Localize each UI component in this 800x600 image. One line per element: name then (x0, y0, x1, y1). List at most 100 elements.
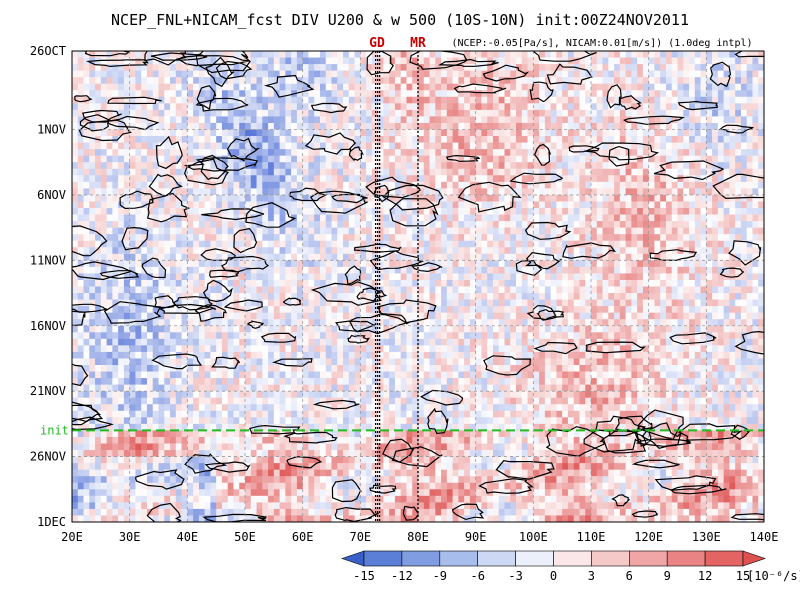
heat-cell (141, 175, 148, 183)
heat-cell (256, 273, 263, 281)
heat-cell (296, 96, 304, 104)
heat-cell (77, 279, 84, 287)
heat-cell (573, 181, 580, 189)
heat-cell (441, 168, 448, 176)
heat-cell (337, 227, 344, 235)
heat-cell (233, 221, 240, 229)
heat-cell (198, 136, 206, 143)
heat-cell (302, 181, 309, 189)
heat-cell (683, 260, 690, 268)
heat-cell (198, 175, 206, 183)
heat-cell (112, 260, 119, 268)
heat-cell (406, 149, 413, 157)
heat-cell (677, 142, 684, 150)
heat-cell (337, 293, 344, 300)
heat-cell (550, 273, 557, 281)
heat-cell (481, 64, 488, 72)
heat-cell (348, 273, 355, 281)
heat-cell (77, 103, 84, 111)
heat-cell (325, 70, 332, 78)
heat-cell (539, 253, 546, 261)
heat-cell (389, 306, 396, 314)
heat-cell (181, 109, 188, 117)
heat-cell (660, 299, 667, 307)
heat-cell (239, 162, 246, 170)
heat-cell (498, 116, 505, 124)
heat-cell (458, 142, 465, 150)
heat-cell (556, 286, 563, 294)
heat-cell (591, 122, 598, 130)
heat-cell (233, 188, 240, 196)
heat-cell (556, 83, 563, 91)
heat-cell (591, 142, 598, 150)
heat-cell (429, 319, 436, 327)
heat-cell (521, 70, 528, 78)
heat-cell (400, 293, 407, 300)
heat-cell (516, 70, 523, 78)
heat-cell (579, 175, 586, 183)
heat-cell (77, 319, 84, 327)
heat-cell (550, 299, 557, 307)
heat-cell (648, 208, 655, 215)
heat-cell (654, 279, 661, 287)
heat-cell (308, 266, 315, 274)
heat-cell (141, 221, 148, 229)
heat-cell (648, 162, 655, 170)
heat-cell (596, 227, 603, 235)
heat-cell (187, 214, 194, 222)
heat-cell (394, 155, 402, 163)
heat-cell (706, 299, 713, 307)
heat-cell (637, 90, 644, 98)
heat-cell (689, 234, 696, 242)
heat-cell (89, 90, 96, 98)
heat-cell (706, 155, 713, 163)
heat-cell (152, 214, 159, 222)
heat-cell (181, 77, 188, 85)
heat-cell (562, 155, 569, 163)
heat-cell (729, 188, 736, 196)
heat-cell (406, 201, 413, 209)
heat-cell (106, 57, 113, 65)
heat-cell (510, 90, 517, 98)
heat-cell (585, 312, 592, 320)
heat-cell (608, 51, 615, 58)
heat-cell (712, 116, 719, 124)
heat-cell (152, 57, 159, 65)
heat-cell (164, 188, 171, 196)
heat-cell (100, 136, 107, 143)
heat-cell (106, 293, 113, 300)
heat-cell (533, 122, 540, 130)
heat-cell (475, 103, 482, 111)
heat-cell (204, 260, 211, 268)
heat-cell (723, 227, 730, 235)
heat-cell (735, 122, 742, 130)
heat-cell (539, 293, 546, 300)
heat-cell (665, 149, 673, 157)
heat-cell (325, 227, 332, 235)
heat-cell (637, 247, 644, 255)
heat-cell (354, 64, 361, 72)
heat-cell (746, 136, 753, 143)
heat-cell (712, 201, 719, 209)
heat-cell (250, 162, 257, 170)
heat-cell (77, 266, 84, 274)
heat-cell (608, 175, 615, 183)
heat-cell (152, 122, 159, 130)
heat-cell (723, 96, 730, 104)
heat-cell (423, 312, 430, 320)
heat-cell (544, 234, 552, 242)
heat-cell (712, 149, 719, 157)
heat-cell (729, 142, 736, 150)
heat-cell (418, 122, 425, 130)
heat-cell (723, 234, 730, 242)
heat-cell (452, 221, 459, 229)
heat-cell (694, 247, 701, 255)
heat-cell (354, 312, 361, 320)
heat-cell (573, 273, 580, 281)
heat-cell (210, 306, 217, 314)
heat-cell (170, 103, 177, 111)
heat-cell (619, 70, 626, 78)
heat-cell (510, 312, 517, 320)
heat-cell (141, 168, 148, 176)
heat-cell (77, 240, 84, 248)
